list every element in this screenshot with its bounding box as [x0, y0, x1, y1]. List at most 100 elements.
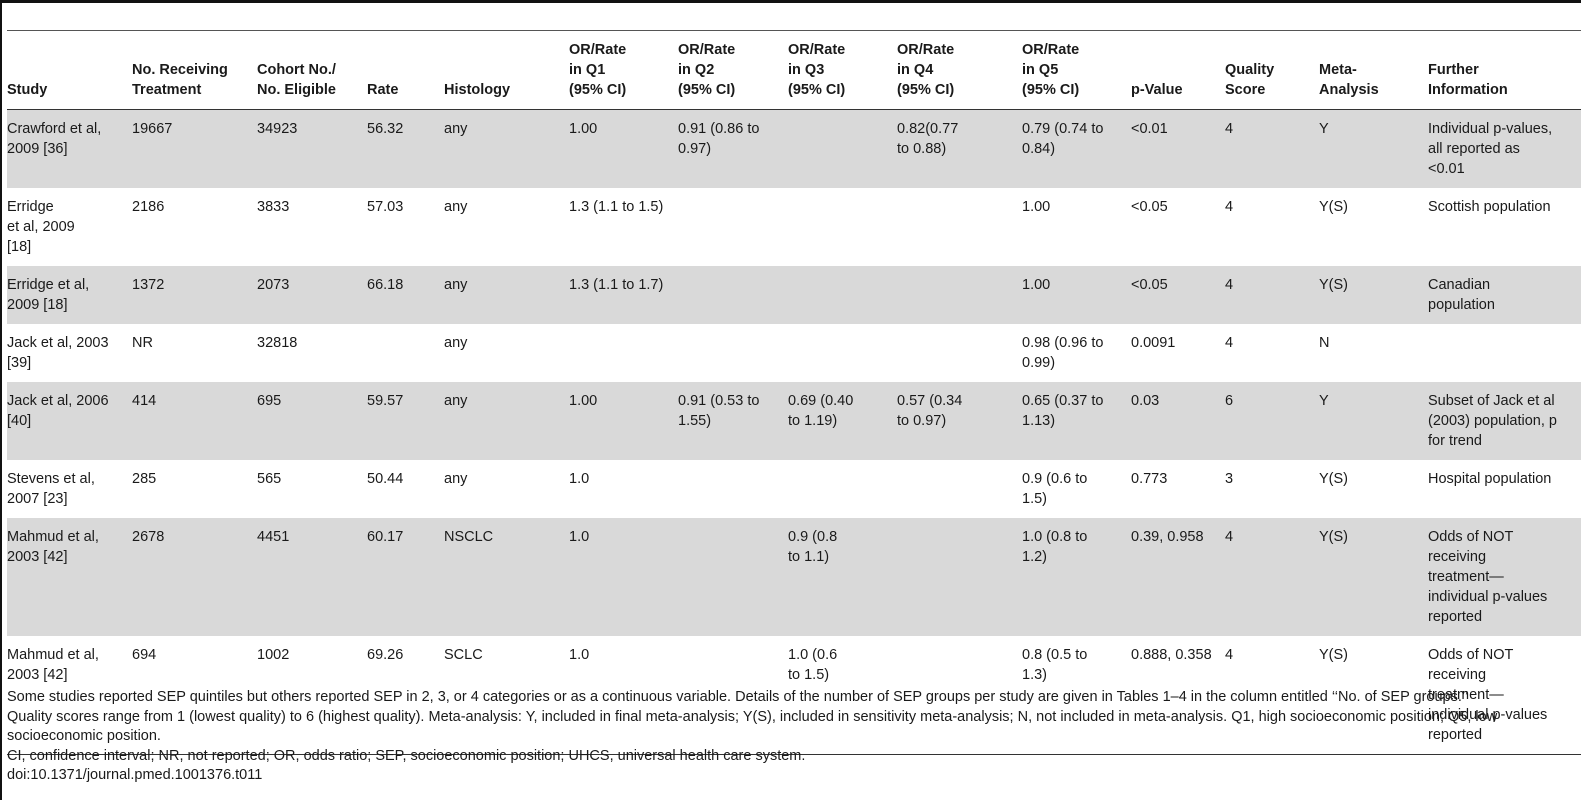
cell-p-value: 0.773	[1131, 471, 1168, 487]
cell-no-receiving: 285	[132, 471, 157, 487]
cell-rate: 59.57	[367, 393, 404, 409]
cell-q1: 1.0	[569, 647, 590, 663]
cell-q2	[678, 324, 788, 382]
cell-q3	[788, 110, 897, 189]
col-header-histology: Histology	[444, 82, 511, 98]
col-header-meta-analysis: Meta- Analysis	[1319, 62, 1379, 98]
table-footnotes: Some studies reported SEP quintiles but …	[7, 688, 1577, 786]
cell-q3	[788, 324, 897, 382]
cell-no-receiving: 1372	[132, 277, 165, 293]
table-row: Jack et al, 2006 [40] 414 695 59.57 any …	[7, 382, 1581, 460]
cell-q2	[678, 460, 788, 518]
cell-q2: 0.91 (0.86 to 0.97)	[678, 121, 760, 157]
cell-rate: 60.17	[367, 529, 404, 545]
cell-meta-analysis: Y(S)	[1319, 277, 1348, 293]
cell-q3: 0.69 (0.40 to 1.19)	[788, 393, 854, 429]
cell-further-information: Odds of NOT receiving treatment— individ…	[1428, 647, 1548, 743]
cell-further-information: Odds of NOT receiving treatment— individ…	[1428, 529, 1548, 625]
cell-p-value: 0.0091	[1131, 335, 1176, 351]
cell-q1: 1.3 (1.1 to 1.5)	[569, 199, 664, 215]
cell-q2: 0.91 (0.53 to 1.55)	[678, 393, 760, 429]
cell-rate	[367, 324, 444, 382]
cell-meta-analysis: Y(S)	[1319, 647, 1348, 663]
cell-q3: 0.9 (0.8 to 1.1)	[788, 529, 838, 565]
table-row: Stevens et al, 2007 [23] 285 565 50.44 a…	[7, 460, 1581, 518]
cell-cohort: 695	[257, 393, 282, 409]
cell-study: Mahmud et al, 2003 [42]	[7, 647, 99, 683]
cell-q4	[897, 518, 1022, 636]
table-row: Erridge et al, 2009 [18] 2186 3833 57.03…	[7, 188, 1581, 266]
cell-further-information: Hospital population	[1428, 471, 1552, 487]
cell-histology: any	[444, 121, 468, 137]
cell-meta-analysis: Y(S)	[1319, 529, 1348, 545]
cell-q3	[788, 188, 897, 266]
cell-further-information	[1428, 324, 1581, 382]
left-border	[0, 0, 2, 800]
cell-further-information: Subset of Jack et al (2003) population, …	[1428, 393, 1557, 449]
cell-p-value: 0.39, 0.958	[1131, 529, 1204, 545]
col-header-quality-score: Quality Score	[1225, 62, 1275, 98]
cell-study: Jack et al, 2006 [40]	[7, 393, 109, 429]
cell-histology: any	[444, 393, 468, 409]
cell-q1: 1.00	[569, 121, 598, 137]
cell-study: Jack et al, 2003 [39]	[7, 335, 109, 371]
cell-cohort: 34923	[257, 121, 298, 137]
cell-cohort: 4451	[257, 529, 290, 545]
cell-quality-score: 4	[1225, 199, 1234, 215]
cell-study: Erridge et al, 2009 [18]	[7, 199, 75, 255]
cell-rate: 50.44	[367, 471, 404, 487]
cell-meta-analysis: Y(S)	[1319, 471, 1348, 487]
col-header-q5: OR/Rate in Q5 (95% CI)	[1022, 42, 1080, 98]
cell-rate: 66.18	[367, 277, 404, 293]
cell-q5: 0.79 (0.74 to 0.84)	[1022, 121, 1104, 157]
results-table: Study No. Receiving Treatment Cohort No.…	[7, 30, 1581, 755]
cell-p-value: 0.03	[1131, 393, 1160, 409]
cell-q4: 0.82(0.77 to 0.88)	[897, 121, 959, 157]
table-row: Mahmud et al, 2003 [42] 2678 4451 60.17 …	[7, 518, 1581, 636]
cell-histology: any	[444, 335, 468, 351]
col-header-no-receiving-treatment: No. Receiving Treatment	[132, 62, 228, 98]
table-row: Jack et al, 2003 [39] NR 32818 any 0.98 …	[7, 324, 1581, 382]
cell-cohort: 32818	[257, 335, 298, 351]
cell-p-value: <0.05	[1131, 199, 1168, 215]
col-header-study: Study	[7, 82, 48, 98]
cell-q4	[897, 266, 1022, 324]
col-header-q2: OR/Rate in Q2 (95% CI)	[678, 42, 736, 98]
cell-quality-score: 6	[1225, 393, 1234, 409]
cell-q3	[788, 266, 897, 324]
cell-q1: 1.3 (1.1 to 1.7)	[569, 277, 664, 293]
cell-no-receiving: 694	[132, 647, 157, 663]
cell-q3: 1.0 (0.6 to 1.5)	[788, 647, 838, 683]
cell-q1: 1.0	[569, 529, 590, 545]
cell-quality-score: 4	[1225, 277, 1234, 293]
cell-meta-analysis: Y	[1319, 121, 1329, 137]
cell-cohort: 3833	[257, 199, 290, 215]
cell-p-value: <0.01	[1131, 121, 1168, 137]
cell-no-receiving: 2186	[132, 199, 165, 215]
table-header-row: Study No. Receiving Treatment Cohort No.…	[7, 30, 1581, 110]
cell-histology: any	[444, 471, 468, 487]
cell-study: Crawford et al, 2009 [36]	[7, 121, 102, 157]
footnote-doi: doi:10.1371/journal.pmed.1001376.t011	[7, 767, 263, 783]
cell-p-value: 0.888, 0.358	[1131, 647, 1212, 663]
cell-no-receiving: 19667	[132, 121, 173, 137]
cell-q2	[678, 266, 788, 324]
cell-q4	[897, 324, 1022, 382]
cell-rate: 57.03	[367, 199, 404, 215]
cell-q5: 0.98 (0.96 to 0.99)	[1022, 335, 1104, 371]
cell-q4	[897, 460, 1022, 518]
cell-meta-analysis: Y(S)	[1319, 199, 1348, 215]
cell-cohort: 2073	[257, 277, 290, 293]
footnote-quality-scores: Quality scores range from 1 (lowest qual…	[7, 708, 1498, 745]
cell-q2	[678, 518, 788, 636]
cell-q4: 0.57 (0.34 to 0.97)	[897, 393, 963, 429]
cell-q5: 0.8 (0.5 to 1.3)	[1022, 647, 1088, 683]
cell-histology: NSCLC	[444, 529, 494, 545]
cell-q1	[569, 324, 678, 382]
cell-histology: any	[444, 199, 468, 215]
cell-q5: 1.00	[1022, 199, 1051, 215]
table-row: Erridge et al, 2009 [18] 1372 2073 66.18…	[7, 266, 1581, 324]
cell-quality-score: 4	[1225, 647, 1234, 663]
cell-q5: 1.0 (0.8 to 1.2)	[1022, 529, 1088, 565]
col-header-further-information: Further Information	[1428, 62, 1508, 98]
